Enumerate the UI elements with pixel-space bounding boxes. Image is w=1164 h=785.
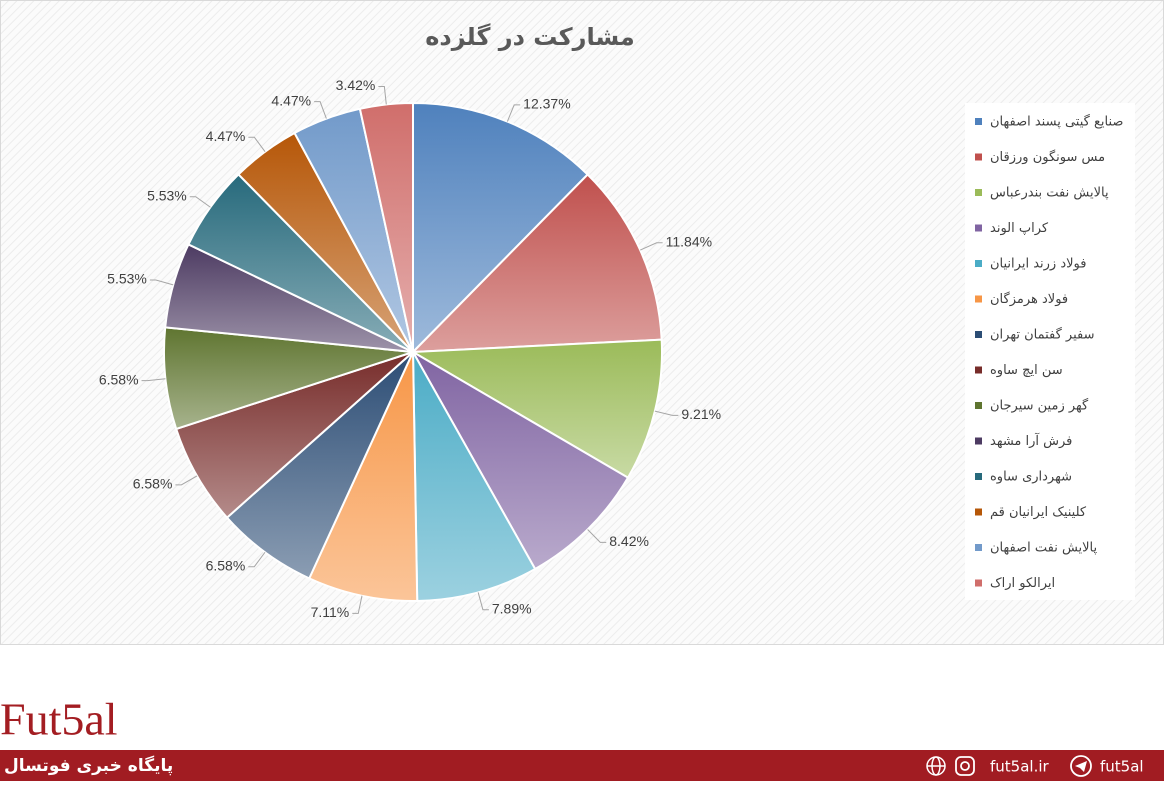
slice (412, 101, 590, 355)
chart-title: مشارکت در گلزده (425, 23, 634, 51)
data-label: 7.89% (492, 600, 532, 616)
data-label: 5.53% (107, 271, 147, 287)
tagline: پایگاه خبری فوتسال (4, 755, 173, 776)
instagram-icon (955, 756, 975, 776)
logo: Fut5al (0, 694, 118, 745)
legend-label: سن ایچ ساوه (990, 363, 1063, 378)
legend-marker (975, 579, 982, 587)
legend-box (965, 103, 1135, 600)
legend-label: صنایع گیتی پسند اصفهان (990, 114, 1123, 130)
legend-marker (975, 473, 982, 480)
data-label: 3.42% (336, 77, 376, 93)
legend-label: پالایش نفت بندرعباس (990, 186, 1109, 201)
legend-label: کراپ الوند (990, 221, 1049, 236)
data-label: 6.58% (99, 371, 139, 387)
legend-marker (975, 260, 982, 267)
pie: 12.37% 11.84% 9.21% 8.42% 7.89% 7.11% 6.58% 6.5… (99, 77, 721, 620)
data-label: 4.47% (271, 92, 311, 108)
legend-marker (975, 508, 982, 516)
legend-marker (975, 437, 982, 445)
legend-marker (975, 402, 982, 409)
leader-line (248, 551, 266, 568)
data-label: 9.21% (681, 406, 721, 422)
globe-icon (926, 756, 946, 776)
leader-line (149, 279, 174, 286)
telegram-icon (1070, 755, 1092, 777)
footer-bar (0, 750, 1164, 781)
slice (412, 351, 537, 602)
leader-line (378, 86, 387, 105)
legend-marker (975, 295, 982, 303)
legend-label: فولاد زرند ایرانیان (990, 257, 1086, 272)
leader-line (506, 104, 521, 122)
legend-label: گهر زمین سیرجان (990, 398, 1089, 414)
data-label: 12.37% (523, 96, 570, 112)
handle: fut5al (1100, 758, 1144, 776)
legend: صنایع گیتی پسند اصفهان مس سونگون ورزقان پا… (975, 114, 1123, 591)
legend-label: مس سونگون ورزقان (990, 149, 1105, 165)
legend-marker (975, 224, 982, 232)
leader-line (654, 410, 679, 416)
data-label: 4.47% (206, 128, 246, 144)
slice (410, 349, 630, 571)
data-label: 6.58% (133, 476, 173, 492)
legend-label: فولاد هرمزگان (990, 291, 1068, 307)
leader-line (639, 242, 663, 251)
data-label: 6.58% (206, 557, 246, 573)
leader-line (189, 196, 211, 208)
leader-line (175, 475, 198, 486)
data-label: 7.11% (311, 604, 350, 620)
slice (410, 173, 663, 354)
leader-line (477, 592, 489, 611)
legend-label: ایرالکو اراک (990, 576, 1055, 591)
leader-line (352, 595, 363, 614)
legend-label: کلینیک ایرانیان قم (990, 505, 1087, 520)
slice (409, 338, 663, 480)
leader-line (141, 378, 166, 382)
data-label: 5.53% (147, 187, 187, 203)
legend-label: شهرداری ساوه (990, 470, 1072, 485)
legend-marker (975, 331, 982, 338)
legend-marker (975, 189, 982, 196)
legend-label: پالایش نفت اصفهان (990, 541, 1098, 556)
leader-line (587, 529, 607, 543)
legend-label: فرش آرا مشهد (990, 432, 1072, 449)
leader-line (248, 136, 266, 153)
legend-marker (975, 544, 982, 551)
slice (358, 101, 414, 353)
website: fut5al.ir (990, 758, 1050, 776)
slice (307, 351, 419, 602)
leader-line (314, 101, 327, 119)
legend-marker (975, 366, 982, 374)
legend-marker (975, 118, 982, 125)
data-label: 8.42% (609, 533, 649, 549)
legend-label: سفیر گفتمان تهران (990, 327, 1094, 343)
data-label: 11.84% (666, 233, 712, 249)
legend-marker (975, 153, 982, 161)
